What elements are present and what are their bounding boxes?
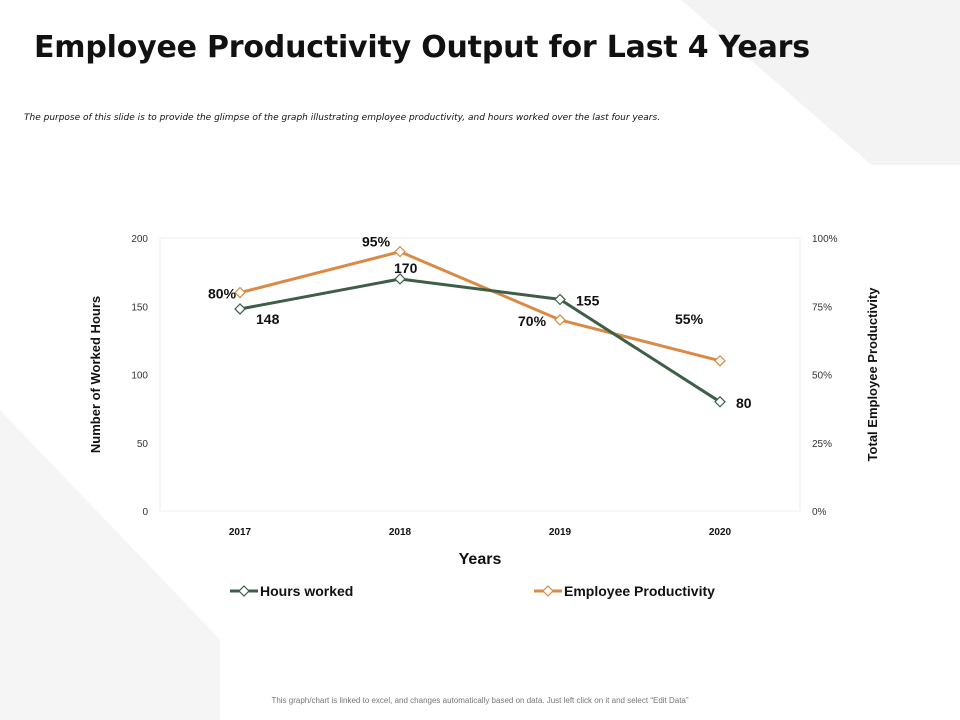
data-label: 70% xyxy=(518,313,547,329)
x-axis-tick-label: 2017 xyxy=(229,527,252,538)
y2-axis-title: Total Employee Productivity xyxy=(865,287,880,462)
productivity-chart: 200 150 100 50 0 100% 75% 50% 25% 0% 2017 2018 2019 2… xyxy=(88,234,880,599)
data-point-marker xyxy=(394,273,406,285)
y-axis-tick-label: 50 xyxy=(137,439,149,450)
series-line-hours-worked xyxy=(239,277,721,404)
y2-axis-tick-label: 0% xyxy=(812,507,827,518)
y-axis-title: Number of Worked Hours xyxy=(88,296,103,453)
background-shape-top-right xyxy=(681,0,960,165)
legend-item-hours-worked-label: Hours worked xyxy=(260,583,353,599)
slide-title: Employee Productivity Output for Last 4 … xyxy=(34,30,810,65)
plot-area xyxy=(159,237,801,512)
y-axis-tick-label: 100 xyxy=(131,371,148,382)
y2-axis-tick-label: 50% xyxy=(812,371,832,382)
legend-item-employee-productivity-marker xyxy=(542,585,554,597)
y-axis-tick-label: 150 xyxy=(131,302,148,313)
x-axis-tick-label: 2019 xyxy=(549,527,572,538)
data-point-marker xyxy=(234,303,246,315)
data-label: 95% xyxy=(362,234,391,250)
data-point-marker xyxy=(394,245,406,258)
data-label: 155 xyxy=(576,292,600,308)
legend-item-hours-worked-marker xyxy=(238,585,250,597)
data-label: 80 xyxy=(736,395,752,411)
data-point-marker xyxy=(714,355,726,367)
chart-container: 200 150 100 50 0 100% 75% 50% 25% 0% 2017 2018 2019 2… xyxy=(80,222,900,612)
data-point-marker xyxy=(554,293,566,306)
data-label: 148 xyxy=(256,311,280,327)
data-label: 55% xyxy=(675,311,704,327)
data-label: 80% xyxy=(208,286,237,302)
x-axis-tick-label: 2020 xyxy=(709,527,732,538)
slide-subtitle: The purpose of this slide is to provide … xyxy=(24,113,661,123)
footer-note: This graph/chart is linked to excel, and… xyxy=(271,696,689,705)
data-point-marker xyxy=(554,314,566,326)
y-axis-tick-label: 200 xyxy=(131,234,148,245)
series-line-employee-productivity xyxy=(239,250,721,363)
x-axis-tick-label: 2018 xyxy=(389,527,412,538)
y2-axis-tick-label: 25% xyxy=(812,439,832,450)
y-axis-tick-label: 0 xyxy=(142,507,148,518)
data-label: 170 xyxy=(394,260,418,276)
data-point-marker xyxy=(234,286,246,299)
y2-axis-tick-label: 75% xyxy=(812,302,832,313)
legend-item-employee-productivity-label: Employee Productivity xyxy=(564,583,715,599)
y2-axis-tick-label: 100% xyxy=(812,234,838,245)
data-point-marker xyxy=(714,395,726,408)
x-axis-title: Years xyxy=(459,551,502,568)
